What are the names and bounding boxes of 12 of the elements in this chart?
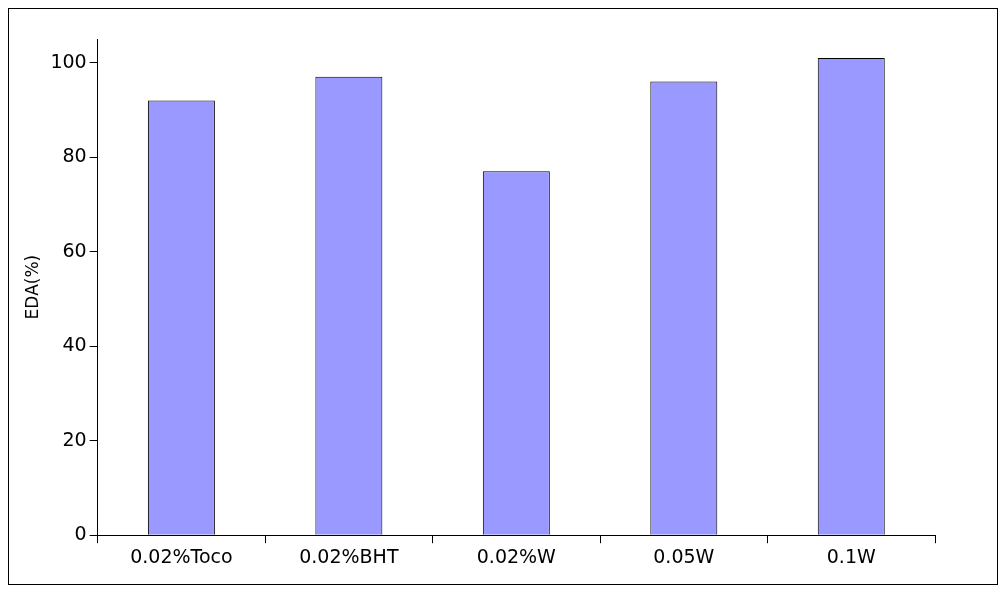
y-tick-label: 60	[62, 238, 87, 261]
y-tick-label: 0	[74, 522, 87, 545]
x-tick-label: 0.02%Toco	[130, 544, 233, 567]
y-tick-label: 40	[62, 333, 87, 356]
y-tick-label: 80	[62, 144, 87, 167]
y-tick-label: 20	[62, 427, 87, 450]
x-tick-label: 0.02%W	[476, 544, 557, 567]
x-tick-label: 0.1W	[826, 544, 876, 567]
y-axis-title: EDA(%)	[21, 254, 42, 320]
x-tick-label: 0.02%BHT	[299, 544, 399, 567]
y-tick-label: 100	[50, 49, 87, 72]
x-tick-label: 0.05W	[653, 544, 715, 567]
